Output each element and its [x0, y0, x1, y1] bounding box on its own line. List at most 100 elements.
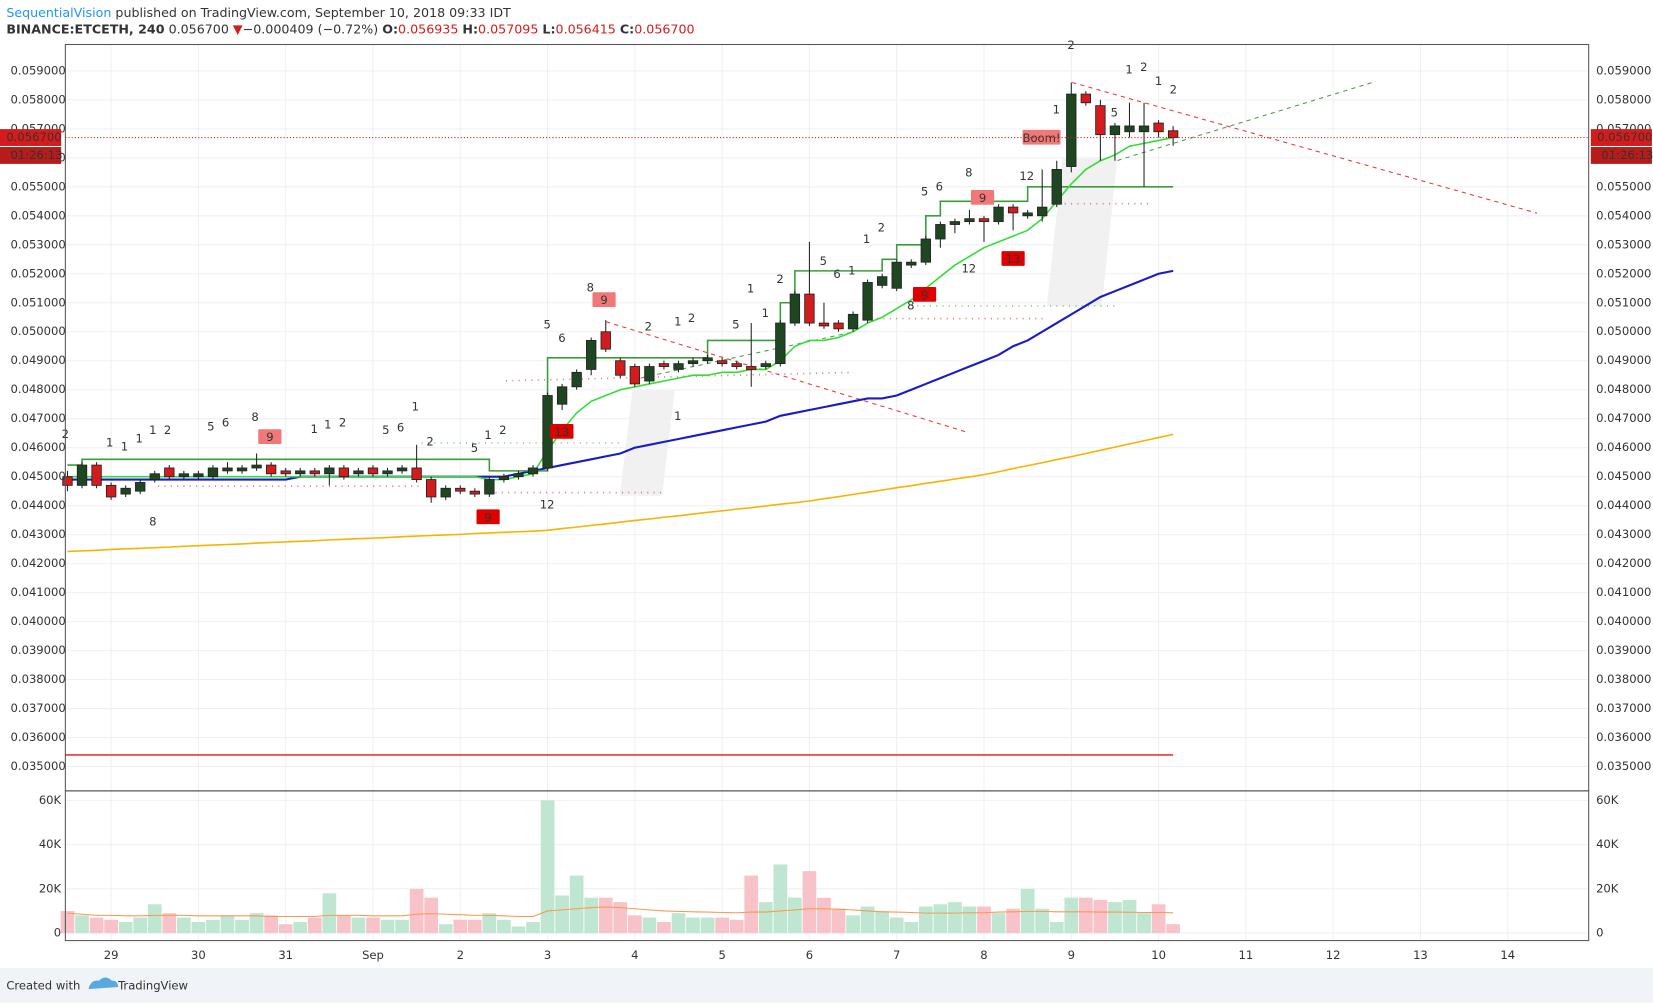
- volume-bar: [322, 893, 337, 934]
- author[interactable]: SequentialVision: [6, 4, 111, 19]
- volume-bar: [715, 917, 729, 934]
- signal-box: [912, 286, 937, 302]
- header-line: SequentialVision published on TradingVie…: [6, 4, 511, 19]
- y-tick-label: 0: [54, 926, 61, 940]
- pane-frame: [64, 790, 1590, 942]
- setup-count: 1: [747, 282, 754, 296]
- volume-bar: [642, 917, 657, 934]
- candle-body: [251, 464, 262, 469]
- y-tick-label: 0: [1596, 926, 1603, 940]
- y-tick-label: 0.045000: [11, 469, 66, 483]
- volume-bar: [453, 919, 468, 934]
- signal-label: 13: [1006, 252, 1021, 266]
- candle-body: [396, 467, 408, 472]
- volume-bar: [1078, 897, 1093, 934]
- candle-body: [62, 476, 73, 486]
- volume-bar: [162, 913, 177, 934]
- volume-bar: [569, 875, 584, 934]
- y-tick-label: 40K: [1596, 837, 1619, 851]
- y-tick-label: 0.036000: [11, 730, 66, 744]
- volume-bar: [598, 897, 613, 934]
- y-tick-label: 60K: [1596, 793, 1619, 807]
- volume-bar: [948, 902, 962, 934]
- y-tick-label: 0.058000: [1596, 92, 1651, 106]
- setup-count: 5: [732, 317, 739, 331]
- setup-count: 1: [848, 264, 855, 278]
- y-tick-label: 0.042000: [11, 556, 66, 570]
- candle-body: [847, 313, 859, 330]
- volume-bar: [889, 917, 904, 934]
- volume-bar: [904, 922, 919, 934]
- candle-body: [309, 470, 320, 475]
- price-label: 0.056700: [1597, 130, 1652, 144]
- setup-count: 2: [645, 320, 652, 334]
- candle-body: [426, 479, 437, 498]
- ohlc-key: L:: [542, 21, 555, 36]
- trend-line: [1117, 80, 1376, 161]
- setup-count: 2: [426, 434, 433, 448]
- candle-body: [1153, 122, 1164, 133]
- setup-count: 8: [965, 166, 972, 180]
- signal-box: [1022, 129, 1061, 145]
- volume-bar: [337, 915, 351, 934]
- volume-bar: [1049, 922, 1064, 934]
- candle-body: [324, 467, 335, 475]
- y-tick-label: 0.047000: [11, 411, 66, 425]
- setup-count: 2: [499, 423, 506, 437]
- candle-body: [440, 487, 451, 498]
- x-tick-label: 7: [893, 948, 900, 962]
- setup-count: 6: [558, 331, 565, 345]
- volume-bar: [1151, 904, 1166, 934]
- y-tick-label: 0.046000: [11, 440, 66, 454]
- y-tick-label: 0.053000: [11, 237, 66, 251]
- candle-body: [1167, 130, 1179, 138]
- candle-body: [484, 479, 495, 495]
- logo[interactable]: [88, 977, 119, 990]
- candle-body: [629, 366, 641, 385]
- setup-count: 5: [207, 420, 214, 434]
- y-tick-label: 0.049000: [1596, 353, 1651, 367]
- candle-body: [920, 238, 931, 263]
- y-tick-label: 0.048000: [1596, 382, 1651, 396]
- volume-bar: [1093, 899, 1108, 934]
- footer-bar: [0, 967, 1653, 1003]
- candle-body: [702, 357, 713, 362]
- y-tick-label: 0.041000: [11, 585, 66, 599]
- volume-bar: [467, 919, 482, 934]
- candle-body: [1095, 105, 1106, 136]
- x-tick-label: 6: [806, 948, 813, 962]
- setup-count: 5: [921, 185, 928, 199]
- setup-count: 1: [674, 409, 681, 423]
- candle-body: [411, 467, 422, 480]
- candle-body: [265, 464, 277, 475]
- setup-count: 6: [833, 267, 840, 281]
- candle-body: [1080, 93, 1092, 104]
- ohlc-key: H:: [462, 21, 478, 36]
- x-tick-label: 11: [1238, 948, 1253, 962]
- price-label-box: [0, 129, 62, 146]
- candle-body: [295, 470, 306, 475]
- footer-brand[interactable]: TradingView: [117, 978, 188, 992]
- ohlc-key: C:: [620, 21, 634, 36]
- ohlc-value: 0.056415: [556, 21, 616, 36]
- signal-label: 9: [921, 288, 928, 302]
- candle-body: [164, 467, 175, 478]
- volume-bar: [293, 922, 308, 934]
- setup-count: 1: [674, 314, 681, 328]
- setup-count: 2: [878, 220, 885, 234]
- volume-bar: [1006, 908, 1020, 934]
- y-tick-label: 0.040000: [1596, 614, 1651, 628]
- candle-body: [1138, 125, 1150, 133]
- setup-count: 2: [339, 415, 346, 429]
- signal-box: [476, 509, 500, 525]
- signal-box: [1001, 251, 1025, 266]
- volume-bar: [482, 913, 497, 934]
- volume-bar: [75, 915, 89, 934]
- setup-count: 12: [961, 262, 976, 276]
- setup-count: 1: [310, 422, 317, 436]
- signal-label: 13: [555, 425, 570, 439]
- volume-bar: [409, 888, 424, 934]
- candle-body: [673, 363, 684, 370]
- signal-label: 9: [979, 191, 986, 205]
